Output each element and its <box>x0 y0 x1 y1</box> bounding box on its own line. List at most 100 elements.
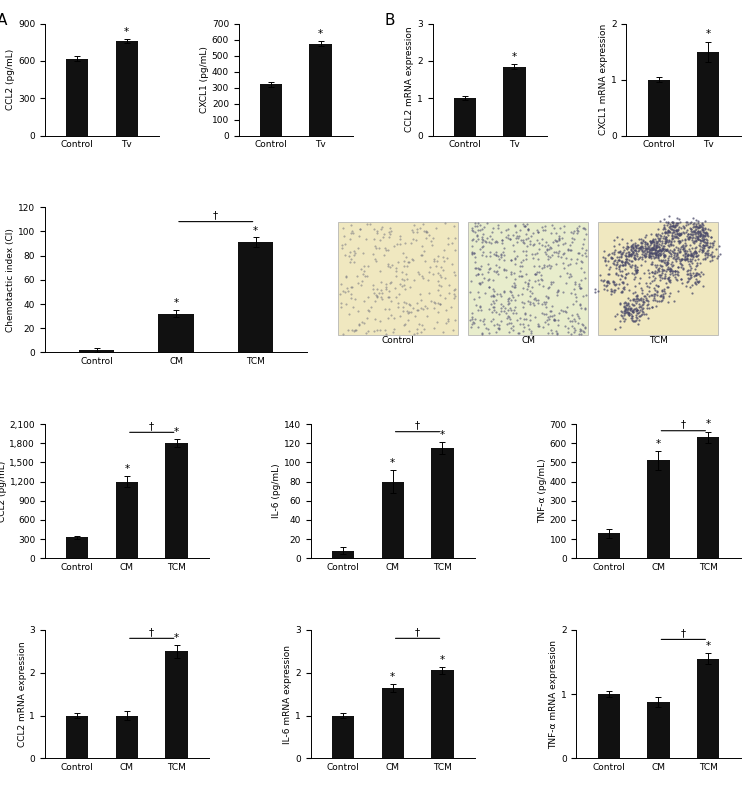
Point <box>630 265 642 278</box>
Point <box>672 212 684 224</box>
Point <box>569 324 581 337</box>
Point <box>627 293 639 306</box>
Point <box>677 225 689 238</box>
Point <box>646 258 657 270</box>
Point <box>692 230 704 243</box>
Point <box>477 234 489 246</box>
Point <box>467 233 479 246</box>
Point <box>613 238 625 250</box>
Point <box>343 250 355 262</box>
Point <box>657 272 669 284</box>
Point <box>661 280 673 293</box>
Point <box>652 264 664 276</box>
Point <box>545 260 557 273</box>
Point <box>657 283 669 295</box>
Point <box>649 281 660 294</box>
Point <box>560 306 572 318</box>
Point <box>508 276 520 289</box>
Point <box>620 253 632 265</box>
Point <box>649 289 660 302</box>
Point <box>530 294 542 307</box>
Point <box>684 263 696 276</box>
Point <box>647 243 659 255</box>
Point <box>673 236 685 249</box>
Point <box>568 322 580 335</box>
Point <box>648 269 660 282</box>
Point <box>653 233 665 246</box>
Point <box>523 323 535 336</box>
Point <box>664 273 676 286</box>
Point <box>649 293 661 306</box>
Point <box>690 250 702 262</box>
Point <box>671 228 683 241</box>
Point <box>628 293 640 306</box>
Point <box>636 250 648 263</box>
Point <box>614 259 626 272</box>
Point <box>443 278 455 291</box>
Point <box>657 249 669 261</box>
Point <box>690 226 702 239</box>
Point <box>634 299 646 312</box>
Point <box>483 327 495 340</box>
Point <box>601 275 613 288</box>
Point <box>622 306 634 318</box>
Point <box>349 256 361 269</box>
Point <box>466 247 478 260</box>
Point <box>404 281 416 294</box>
Point <box>687 246 699 258</box>
Point <box>677 263 689 276</box>
Point <box>497 286 509 299</box>
Point <box>384 225 396 238</box>
Point <box>634 304 646 317</box>
Point <box>628 299 640 311</box>
Point <box>623 307 635 319</box>
Bar <box>165 651 188 758</box>
Point <box>616 269 628 282</box>
Point <box>626 304 638 317</box>
Point <box>473 291 485 303</box>
Y-axis label: CXCL1 (pg/mL): CXCL1 (pg/mL) <box>200 46 209 113</box>
Point <box>651 289 663 302</box>
Point <box>430 259 442 272</box>
Point <box>650 299 662 312</box>
Point <box>485 237 497 250</box>
Point <box>423 286 435 299</box>
Point <box>696 218 708 231</box>
Point <box>644 243 656 255</box>
Point <box>644 239 656 251</box>
Point <box>517 301 529 314</box>
Point <box>615 248 627 261</box>
Point <box>370 241 382 254</box>
Point <box>673 253 685 265</box>
Point <box>697 224 709 236</box>
Point <box>476 328 488 340</box>
Point <box>488 300 500 313</box>
Point <box>619 300 631 313</box>
Point <box>702 243 714 256</box>
Point <box>542 243 554 255</box>
Point <box>659 233 671 246</box>
Point <box>599 254 611 266</box>
Point <box>346 280 358 293</box>
Point <box>692 249 704 261</box>
Point <box>645 228 657 240</box>
Point <box>660 265 672 277</box>
Point <box>631 304 643 317</box>
Point <box>533 226 545 239</box>
Point <box>631 295 643 307</box>
Point <box>687 218 699 231</box>
Point <box>634 250 646 263</box>
Point <box>498 254 510 266</box>
Point <box>513 270 525 283</box>
Point <box>647 233 659 246</box>
Point <box>509 219 521 231</box>
Point <box>392 296 404 309</box>
Point <box>627 246 639 258</box>
Point <box>681 253 693 265</box>
Point <box>662 244 674 257</box>
Point <box>646 265 658 278</box>
Point <box>699 227 711 239</box>
Point <box>666 219 678 231</box>
Point <box>631 264 643 276</box>
Point <box>670 252 682 265</box>
